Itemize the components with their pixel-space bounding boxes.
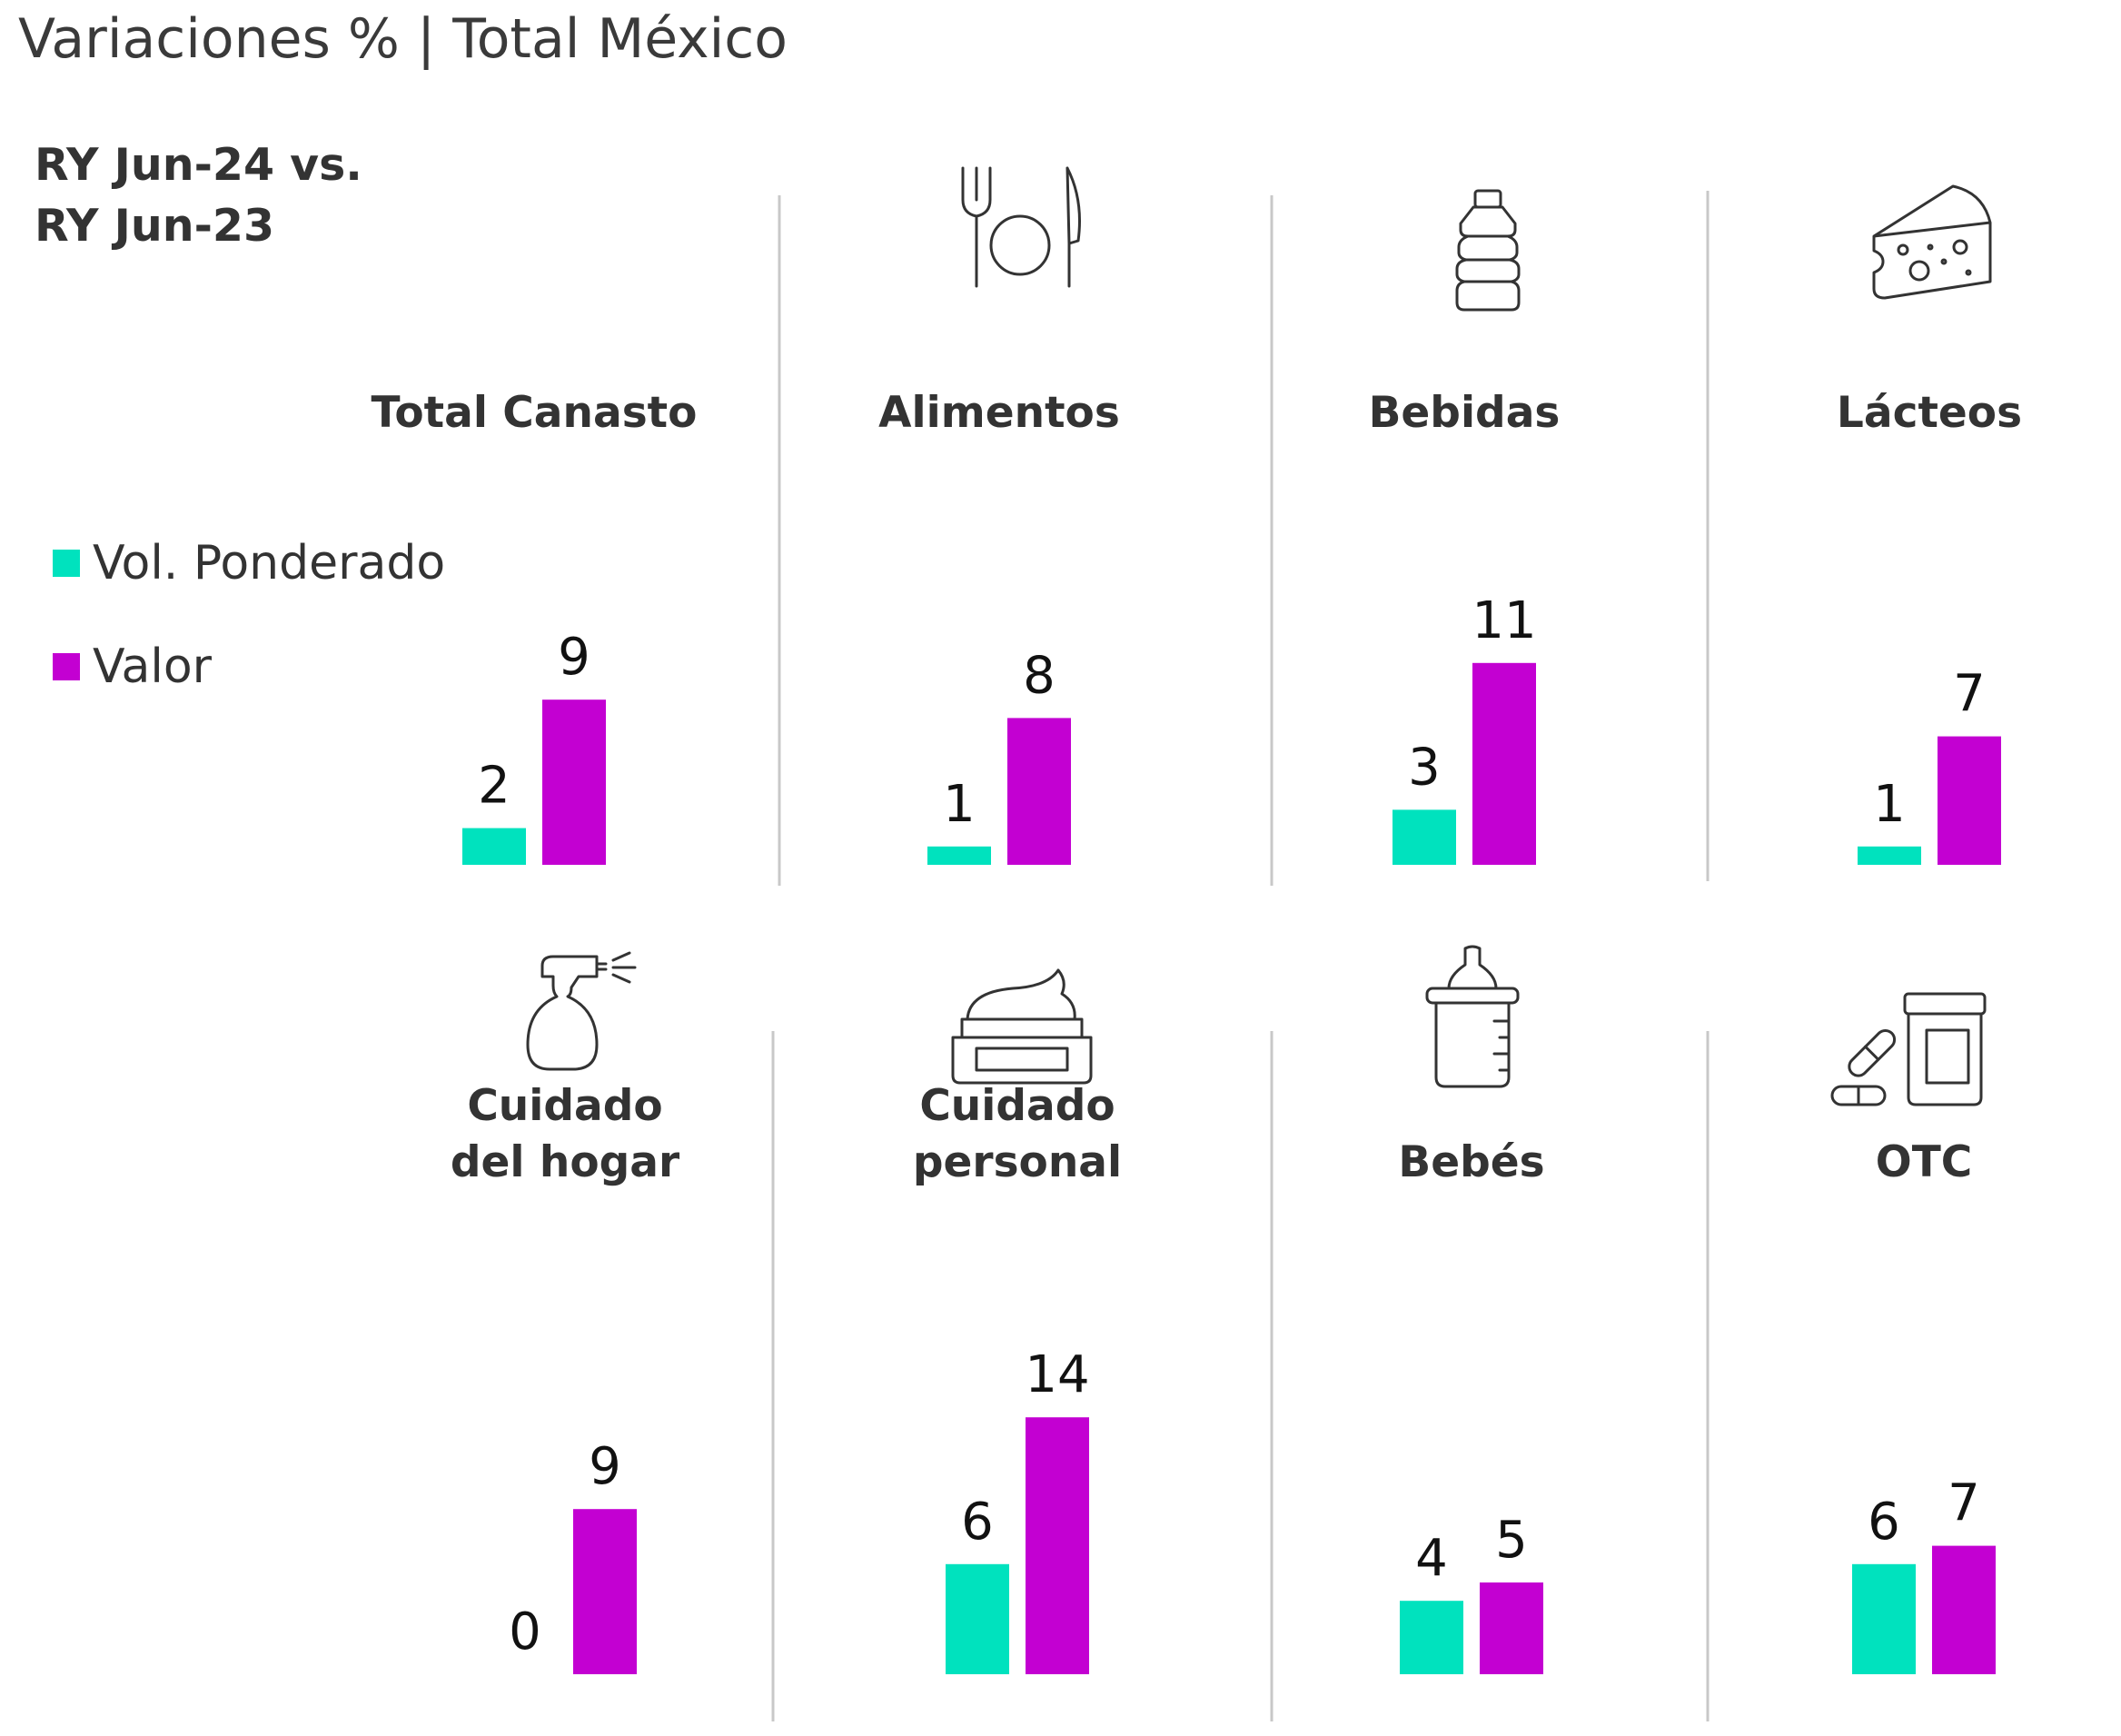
- data-label-vol: 4: [1415, 1529, 1448, 1588]
- legend-swatch-valor: [53, 653, 80, 680]
- subtitle-line-1: RY Jun-24 vs.: [35, 139, 362, 191]
- category-label: del hogar: [451, 1137, 680, 1187]
- baby-bottle-icon: [1423, 945, 1523, 1094]
- chart-subtitle: RY Jun-24 vs. RY Jun-23: [35, 134, 362, 256]
- data-label-valor: 9: [589, 1437, 621, 1496]
- legend-label-vol: Vol. Ponderado: [93, 536, 446, 590]
- bar-valor: [573, 1509, 637, 1674]
- bar-vol-ponderado: [927, 846, 991, 865]
- data-label-vol: 6: [961, 1493, 994, 1552]
- plate-fork-knife-icon: [958, 164, 1095, 294]
- bar-valor: [1938, 736, 2001, 865]
- category-label: Total Canasto: [372, 388, 698, 438]
- bar-valor: [1932, 1545, 1996, 1674]
- data-label-vol: 3: [1408, 738, 1441, 797]
- data-label-vol: 1: [943, 775, 976, 834]
- bar-vol-ponderado: [1852, 1563, 1916, 1674]
- category-label: personal: [913, 1137, 1122, 1187]
- bar-vol-ponderado: [1858, 846, 1921, 865]
- data-label-vol: 2: [478, 757, 510, 816]
- subtitle-line-2: RY Jun-23: [35, 200, 275, 252]
- category-label: Alimentos: [878, 388, 1120, 438]
- category-label: Bebés: [1398, 1137, 1544, 1187]
- category-label: Cuidado: [467, 1081, 662, 1131]
- category-label: Lácteos: [1837, 388, 2022, 438]
- legend-label-valor: Valor: [93, 640, 213, 694]
- bar-valor: [1480, 1582, 1543, 1674]
- cheese-icon: [1867, 182, 1994, 308]
- bar-vol-ponderado: [1400, 1601, 1463, 1674]
- data-label-vol: 6: [1868, 1493, 1900, 1552]
- data-label-valor: 5: [1495, 1511, 1528, 1570]
- cream-jar-icon: [949, 963, 1095, 1089]
- spray-bottle-icon: [522, 949, 649, 1080]
- bar-vol-ponderado: [946, 1563, 1009, 1674]
- bar-valor: [1026, 1417, 1089, 1674]
- data-label-vol: 1: [1873, 775, 1906, 834]
- chart-title: Variaciones % | Total México: [18, 7, 788, 71]
- bottle-icon: [1452, 189, 1524, 315]
- legend-item-valor: Valor: [53, 640, 212, 694]
- bar-valor: [1472, 662, 1536, 865]
- pill-jar-icon: [1830, 990, 1989, 1112]
- data-label-valor: 9: [558, 628, 590, 687]
- category-label: OTC: [1876, 1137, 1973, 1187]
- data-label-vol: 0: [509, 1602, 541, 1662]
- data-label-valor: 7: [1948, 1474, 1980, 1533]
- bar-valor: [1007, 718, 1071, 865]
- data-label-valor: 14: [1025, 1345, 1089, 1404]
- bar-vol-ponderado: [1393, 809, 1456, 865]
- category-label: Cuidado: [919, 1081, 1115, 1131]
- data-label-valor: 8: [1023, 646, 1056, 705]
- data-label-valor: 11: [1472, 591, 1536, 650]
- legend-swatch-vol: [53, 550, 80, 577]
- bar-vol-ponderado: [462, 828, 526, 865]
- data-label-valor: 7: [1953, 665, 1986, 724]
- bar-valor: [542, 699, 606, 865]
- category-label: Bebidas: [1369, 388, 1561, 438]
- legend-item-vol: Vol. Ponderado: [53, 536, 445, 590]
